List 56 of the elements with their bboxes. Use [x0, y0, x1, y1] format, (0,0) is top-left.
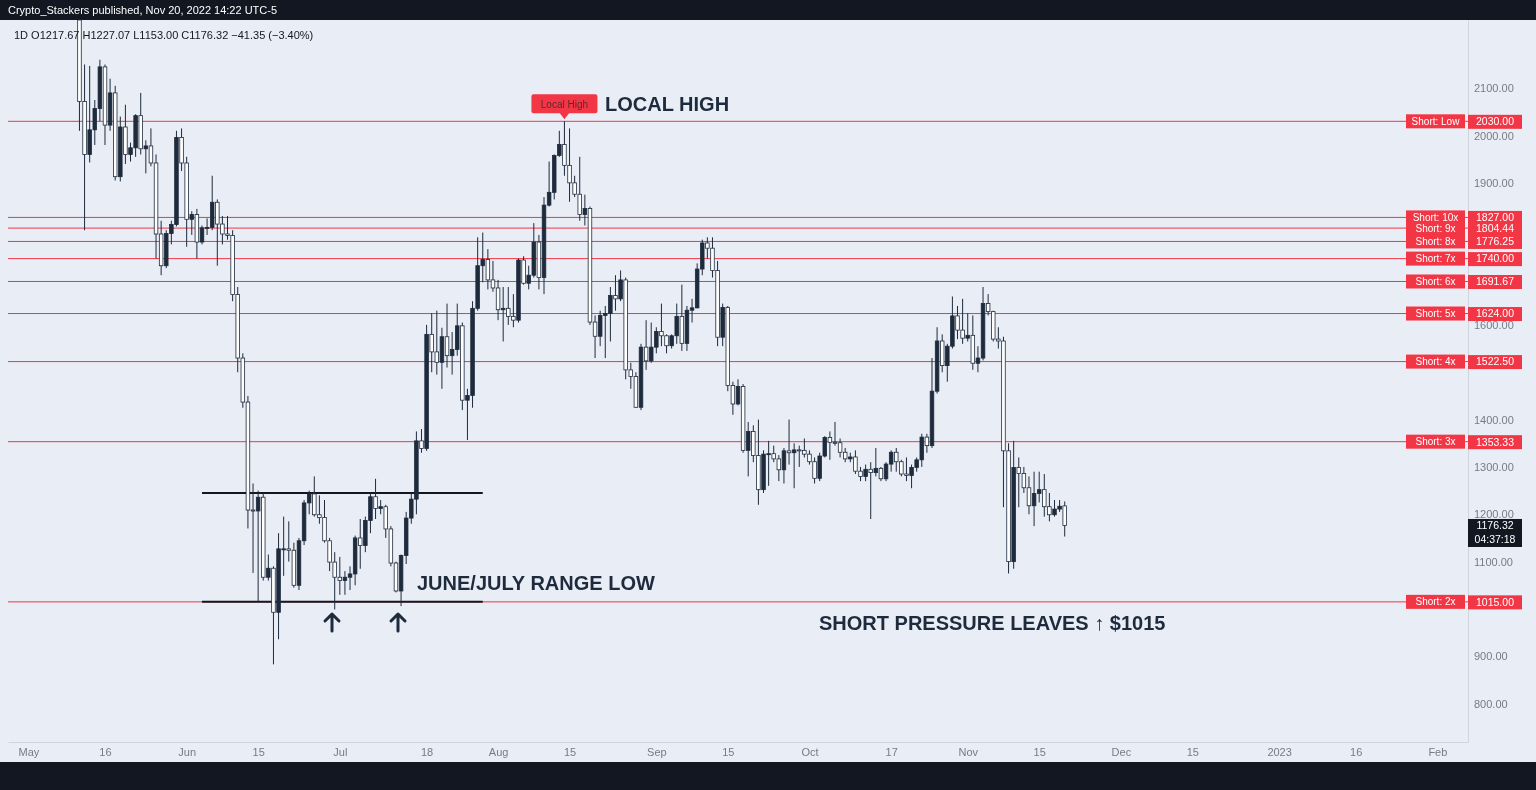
y-tick-label: 1522.50 [1476, 355, 1515, 368]
y-tick-label: 1015.00 [1476, 595, 1515, 608]
y-tick-label: 2100.00 [1474, 82, 1514, 95]
text: Crypto_Stackers published, Nov 20, 2022 14:22 UTC-5 [8, 4, 278, 16]
x-tick-label: 17 [885, 745, 898, 758]
y-tick-label: 2030.00 [1476, 115, 1515, 128]
x-tick-label: 15 [1033, 745, 1046, 758]
annotation: SHORT PRESSURE LEAVES ↑ $1015 [819, 612, 1166, 634]
x-tick-label: Jul [333, 745, 348, 758]
y-tick-label: 1624.00 [1476, 307, 1515, 320]
x-tick-label: Oct [801, 745, 819, 758]
annotation: Short: 9x [1415, 222, 1456, 234]
x-tick-label: 2023 [1267, 745, 1292, 758]
x-tick-label: Dec [1111, 745, 1132, 758]
y-tick-label: 1827.00 [1476, 211, 1515, 224]
x-tick-label: Nov [958, 745, 979, 758]
x-tick-label: Feb [1428, 745, 1448, 758]
annotation: Short: 2x [1415, 596, 1456, 608]
x-tick-label: 16 [99, 745, 112, 758]
y-tick-label: 1600.00 [1474, 318, 1514, 331]
x-tick-label: 15 [722, 745, 735, 758]
annotation: Short: 10x [1412, 211, 1459, 223]
y-tick-label: 1200.00 [1474, 508, 1514, 521]
annotation: Short: 8x [1415, 235, 1456, 247]
annotation: Short: 4x [1415, 356, 1456, 368]
x-tick-label: 15 [1186, 745, 1199, 758]
y-tick-label: 1176.32 [1476, 519, 1514, 532]
annotation: Short: 3x [1415, 436, 1456, 448]
annotation: JUNE/JULY RANGE LOW [417, 572, 655, 594]
y-tick-label: 1400.00 [1474, 413, 1514, 426]
text: 04:37:18 [1474, 533, 1516, 545]
y-tick-label: 2000.00 [1474, 129, 1514, 142]
annotation: Short: 5x [1415, 308, 1456, 320]
y-tick-label: 900.00 [1474, 650, 1508, 663]
y-tick-label: 1353.33 [1476, 435, 1515, 448]
annotation: Short: 6x [1415, 276, 1456, 287]
x-tick-label: May [18, 745, 40, 758]
y-tick-label: 1900.00 [1474, 176, 1514, 189]
annotation: LOCAL HIGH [605, 93, 730, 115]
x-tick-label: Jun [178, 745, 197, 758]
y-tick-label: 1100.00 [1474, 555, 1513, 568]
x-tick-label: 15 [563, 745, 577, 758]
annotation: Short: Low [1411, 115, 1461, 127]
y-tick-label: 800.00 [1474, 697, 1508, 710]
x-tick-label: 18 [420, 745, 434, 758]
annotation: Short: 7x [1415, 253, 1456, 265]
y-tick-label: 1804.44 [1476, 221, 1515, 234]
y-tick-label: 1740.00 [1476, 252, 1515, 265]
x-tick-label: Sep [647, 745, 667, 758]
x-tick-label: 15 [252, 745, 265, 758]
y-tick-label: 1691.67 [1476, 275, 1515, 288]
x-tick-label: 16 [1350, 745, 1363, 758]
x-tick-label: Aug [488, 745, 509, 758]
annotation: Local High [540, 98, 589, 110]
y-tick-label: 1300.00 [1474, 460, 1514, 473]
y-tick-label: 1776.25 [1476, 235, 1515, 248]
